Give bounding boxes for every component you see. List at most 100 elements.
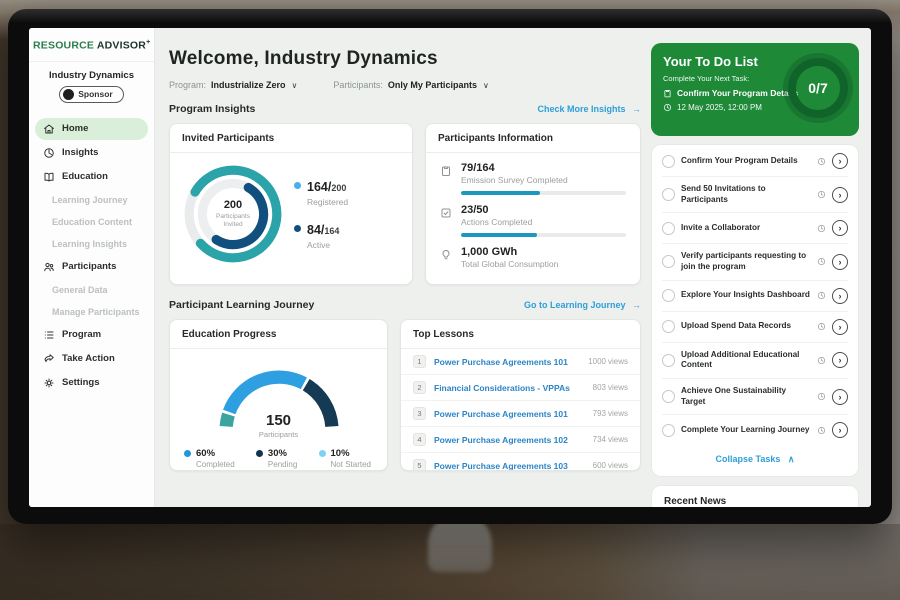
global-consumption-stat: 1,000 GWh Total Global Consumption (440, 246, 626, 269)
task-upload-spend-data[interactable]: Upload Spend Data Records › (662, 312, 848, 343)
task-checkbox[interactable] (662, 255, 675, 269)
todo-subtitle: Complete Your Next Task: (663, 74, 750, 83)
task-checkbox[interactable] (662, 423, 675, 437)
participants-info-body: 79/164 Emission Survey Completed 23/50 A… (426, 153, 640, 269)
chevron-right-icon[interactable]: › (832, 253, 848, 270)
donut-chart: 200 Participants Invited (180, 161, 286, 267)
chevron-right-icon[interactable]: › (832, 287, 848, 304)
clock-icon (817, 224, 826, 232)
clock-icon (817, 157, 826, 165)
task-label: Explore Your Insights Dashboard (681, 290, 810, 300)
chevron-right-icon[interactable]: › (832, 186, 848, 203)
check-more-insights-link[interactable]: Check More Insights → (537, 104, 641, 114)
invited-total: 200 (223, 198, 243, 211)
task-verify-participants[interactable]: Verify participants requesting to join t… (662, 244, 848, 281)
donut-legend: 164/200 Registered 84/164 Active (294, 178, 348, 250)
sidebar-item-insights[interactable]: Insights (35, 142, 148, 164)
lesson-rank: 2 (413, 381, 426, 394)
insights-icon (44, 147, 54, 158)
gauge-completed-segment (222, 370, 307, 415)
go-to-learning-journey-link[interactable]: Go to Learning Journey → (524, 300, 641, 310)
sidebar-item-label: Program (62, 329, 102, 340)
chevron-right-icon[interactable]: › (832, 220, 848, 237)
chevron-right-icon[interactable]: › (832, 388, 848, 405)
chevron-right-icon[interactable]: › (832, 153, 848, 169)
chevron-right-icon[interactable]: › (832, 352, 848, 369)
clock-icon (817, 426, 826, 434)
task-invite-collaborator[interactable]: Invite a Collaborator › (662, 213, 848, 245)
sidebar-item-education[interactable]: Education (35, 166, 148, 188)
gauge-center-label: 150 Participants (204, 412, 354, 439)
lessons-list: 1 Power Purchase Agreements 101 1000 view… (401, 349, 640, 471)
todo-column: Your To Do List Complete Your Next Task:… (651, 28, 859, 507)
views-suffix: views (607, 383, 628, 392)
dashboard-screen: RESOURCE ADVISOR+ Industry Dynamics Spon… (29, 28, 871, 507)
participants-filter-dropdown[interactable]: Participants: Only My Participants ∨ (333, 80, 488, 90)
lesson-rank: 1 (413, 355, 426, 368)
task-upload-educational-content[interactable]: Upload Additional Educational Content › (662, 343, 848, 379)
lesson-link[interactable]: Power Purchase Agreements 101 (434, 408, 568, 419)
chevron-right-icon[interactable]: › (832, 318, 848, 335)
task-label: Achieve One Sustainability Target (681, 385, 787, 406)
gauge-body: 150 Participants 60% Completed 30% Pendi… (170, 349, 387, 469)
sidebar-item-education-content[interactable]: Education Content (52, 216, 132, 227)
sidebar-item-label: Insights (62, 147, 99, 158)
actions-completed-stat: 23/50 Actions Completed (440, 204, 626, 237)
sponsor-badge[interactable]: Sponsor (59, 85, 124, 103)
lesson-link[interactable]: Power Purchase Agreements 101 (434, 356, 568, 367)
education-total: 150 (265, 412, 292, 429)
task-checkbox[interactable] (662, 390, 675, 404)
lesson-link[interactable]: Financial Considerations - VPPAs (434, 382, 570, 393)
task-checkbox[interactable] (662, 353, 675, 367)
link-label: Go to Learning Journey (523, 300, 626, 310)
desk-shadow (0, 524, 900, 600)
task-label: Complete Your Learning Journey (681, 424, 810, 434)
sidebar-item-general-data[interactable]: General Data (52, 284, 108, 295)
task-confirm-program-details[interactable]: Confirm Your Program Details › (662, 146, 848, 177)
participants-filter-label: Participants: (333, 80, 383, 90)
book-icon (44, 172, 54, 181)
legend-dot (294, 182, 301, 189)
progress-fill (461, 233, 537, 237)
lesson-link[interactable]: Power Purchase Agreements 102 (434, 434, 568, 445)
sidebar-item-label: Participants (62, 261, 117, 272)
task-checkbox[interactable] (662, 154, 675, 168)
task-checkbox[interactable] (662, 289, 675, 303)
task-achieve-sustainability-target[interactable]: Achieve One Sustainability Target › (662, 379, 848, 416)
sidebar-item-home[interactable]: Home (35, 117, 148, 140)
sidebar-item-take-action[interactable]: Take Action (35, 348, 148, 370)
sidebar-item-manage-participants[interactable]: Manage Participants (52, 306, 140, 317)
lesson-link[interactable]: Power Purchase Agreements 103 (434, 460, 568, 471)
sidebar-item-learning-insights[interactable]: Learning Insights (52, 238, 128, 249)
emission-survey-stat: 79/164 Emission Survey Completed (440, 162, 626, 195)
clock-icon (817, 258, 826, 266)
sidebar-item-settings[interactable]: Settings (35, 372, 148, 394)
legend-active: 84/164 Active (294, 221, 348, 250)
task-checkbox[interactable] (662, 221, 675, 235)
task-label: Upload Spend Data Records (681, 321, 792, 331)
gauge-notstarted-segment (219, 412, 235, 428)
sidebar-item-participants[interactable]: Participants (35, 256, 148, 278)
next-task-label: Confirm Your Program Details (677, 88, 799, 98)
invited-participants-card: Invited Participants 200 Participants In… (169, 123, 413, 285)
org-block: Industry Dynamics Sponsor (29, 62, 154, 109)
legend-pct: 30% (267, 448, 287, 459)
task-label: Verify participants requesting to join t… (681, 251, 807, 271)
task-checkbox[interactable] (662, 188, 675, 202)
task-checkbox[interactable] (662, 320, 675, 334)
sidebar-item-learning-journey[interactable]: Learning Journey (52, 194, 128, 205)
clock-icon (817, 191, 826, 199)
arrow-right-icon: → (632, 104, 641, 114)
lesson-views: 793 (592, 409, 606, 418)
lesson-views: 803 (592, 383, 606, 392)
sidebar-item-program[interactable]: Program (35, 324, 148, 346)
collapse-tasks-link[interactable]: Collapse Tasks ∧ (662, 445, 848, 475)
active-total: 164 (324, 226, 340, 236)
task-complete-learning-journey[interactable]: Complete Your Learning Journey › (662, 415, 848, 445)
program-filter-dropdown[interactable]: Program: Industrialize Zero ∨ (169, 80, 297, 90)
chevron-right-icon[interactable]: › (832, 422, 848, 439)
task-send-invitations[interactable]: Send 50 Invitations to Participants › (662, 177, 848, 214)
task-explore-insights[interactable]: Explore Your Insights Dashboard › (662, 281, 848, 312)
stat-label: Emission Survey Completed (461, 175, 568, 185)
page-title: Welcome, Industry Dynamics (169, 48, 438, 69)
